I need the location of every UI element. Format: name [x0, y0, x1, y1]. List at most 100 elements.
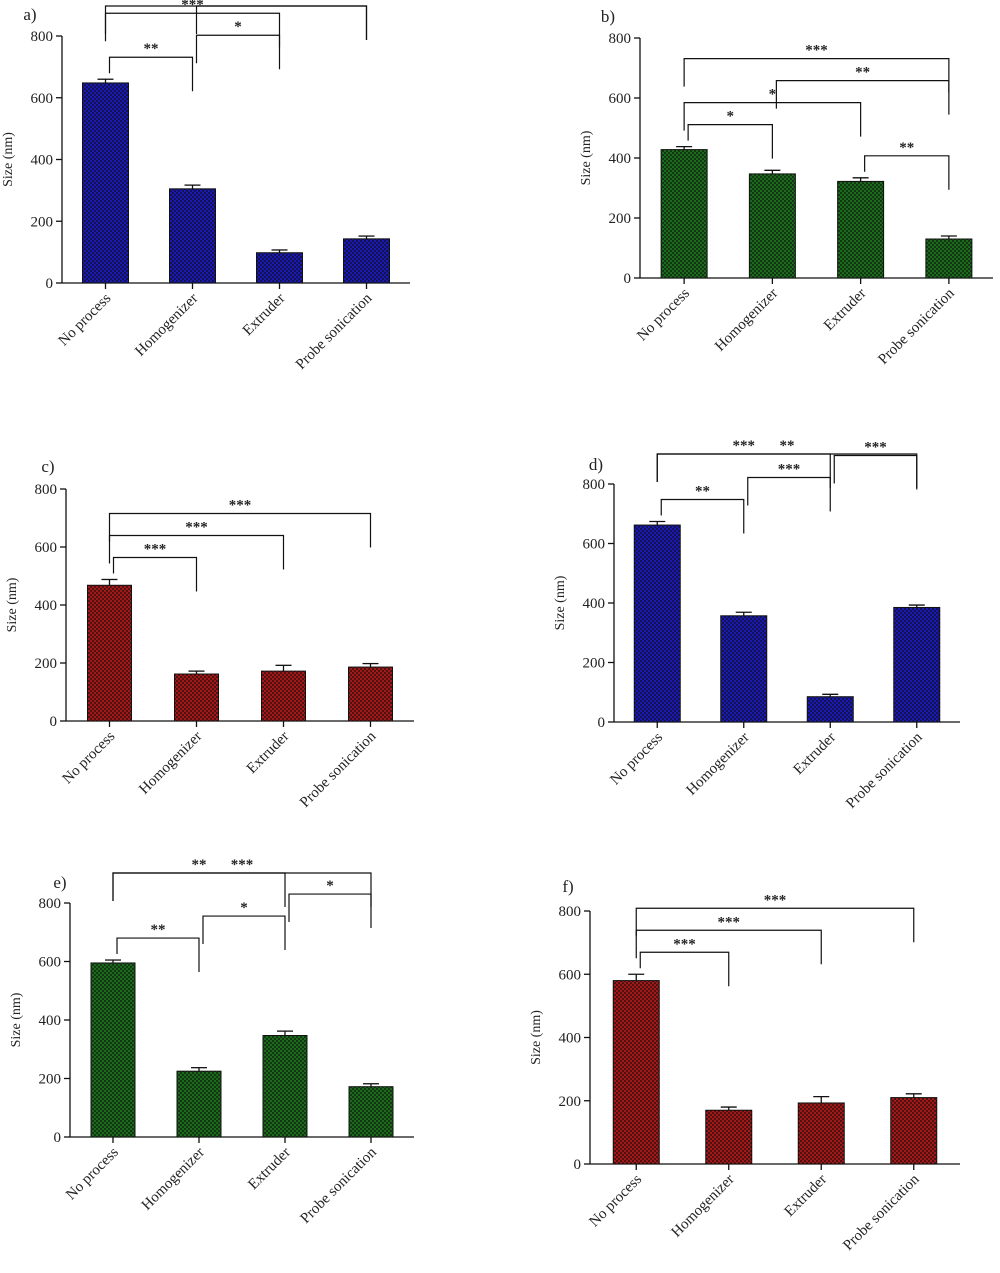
significance-label: *** [181, 0, 204, 13]
significance-bracket [112, 872, 372, 907]
bar [174, 673, 219, 722]
significance-bracket [864, 155, 950, 190]
x-tick-label: Probe sonication [875, 285, 958, 368]
y-tick-label: 400 [39, 1013, 62, 1029]
x-tick-label: Homogenizer [132, 291, 201, 360]
panel-label: e) [53, 873, 66, 892]
significance-bracket [687, 124, 773, 159]
x-tick-label: No process [634, 285, 693, 344]
significance-bracket [108, 512, 372, 548]
significance-label: *** [805, 43, 828, 59]
y-tick-label: 600 [31, 91, 54, 107]
significance-bracket [202, 915, 286, 951]
bar [720, 615, 768, 723]
x-tick-label: Homogenizer [684, 730, 753, 799]
bar [806, 696, 854, 723]
y-tick-label: 800 [39, 896, 62, 912]
bar [261, 670, 306, 722]
significance-label: *** [673, 936, 696, 952]
panel-label: c) [41, 457, 54, 476]
bar [797, 1102, 845, 1165]
y-tick-label: 600 [39, 955, 62, 971]
chart-panel-3: c) Size (nm) 0 200 400 600 800 No process Homoge… [5, 457, 414, 811]
y-tick-label: 0 [574, 1157, 582, 1173]
y-tick-label: 800 [559, 904, 582, 920]
y-tick-label: 600 [583, 537, 606, 553]
significance-bracket [683, 102, 862, 137]
y-axis-label: Size (nm) [579, 130, 594, 185]
x-tick-label: Extruder [240, 291, 288, 339]
y-tick-label: 800 [609, 31, 632, 47]
y-tick-label: 200 [583, 656, 606, 672]
bar [262, 1035, 308, 1138]
y-tick-label: 0 [598, 715, 606, 731]
significance-label: *** [864, 439, 887, 455]
significance-bracket [683, 58, 950, 93]
y-tick-label: 200 [35, 656, 58, 672]
significance-bracket [112, 872, 286, 907]
significance-label: *** [229, 497, 252, 513]
x-tick-label: No process [60, 728, 119, 787]
bar [925, 238, 973, 279]
x-tick-label: Homogenizer [669, 1172, 738, 1241]
y-tick-label: 600 [609, 91, 632, 107]
y-axis-label: Size (nm) [1, 132, 16, 187]
significance-label: *** [144, 541, 167, 557]
y-tick-label: 0 [50, 714, 58, 730]
significance-label: *** [718, 914, 741, 930]
x-tick-label: Probe sonication [297, 728, 380, 811]
y-tick-label: 0 [54, 1130, 62, 1146]
significance-bracket [288, 893, 372, 929]
y-tick-label: 200 [39, 1072, 62, 1088]
significance-label: ** [855, 65, 870, 81]
significance-bracket [104, 12, 281, 48]
x-tick-label: Extruder [782, 1172, 830, 1220]
y-tick-label: 0 [46, 276, 54, 292]
significance-label: *** [764, 892, 787, 908]
bar [343, 238, 390, 284]
bar [256, 252, 303, 284]
significance-bracket [639, 951, 730, 987]
x-tick-label: Extruder [791, 730, 839, 778]
y-tick-label: 800 [583, 477, 606, 493]
bar [169, 188, 216, 284]
y-tick-label: 600 [35, 540, 58, 556]
significance-bracket [656, 453, 831, 488]
significance-label: *** [185, 519, 208, 535]
y-tick-label: 400 [31, 153, 54, 169]
y-tick-label: 800 [35, 482, 58, 498]
significance-bracket [660, 498, 745, 534]
chart-panel-1: a) Size (nm) 0 200 400 600 800 No process Homoge… [1, 0, 410, 373]
y-axis-label: Size (nm) [9, 992, 24, 1047]
x-tick-label: Extruder [245, 1145, 293, 1193]
y-tick-label: 400 [583, 596, 606, 612]
panel-label: b) [601, 7, 615, 26]
y-axis-label: Size (nm) [529, 1010, 544, 1065]
significance-label: *** [225, 0, 248, 6]
significance-bracket [635, 907, 915, 943]
x-tick-label: Probe sonication [840, 1171, 923, 1254]
bar [837, 180, 885, 279]
y-axis-label: Size (nm) [553, 575, 568, 630]
significance-label: * [240, 900, 248, 916]
significance-label: *** [231, 857, 254, 873]
x-tick-label: Probe sonication [843, 729, 926, 812]
bar [90, 962, 136, 1138]
y-tick-label: 600 [559, 967, 582, 983]
bar [176, 1070, 222, 1138]
significance-bracket [116, 937, 200, 973]
significance-label: ** [192, 857, 207, 873]
bar [893, 606, 941, 723]
x-tick-label: Extruder [821, 286, 869, 334]
y-tick-label: 200 [31, 214, 54, 230]
significance-label: * [278, 0, 286, 6]
significance-label: *** [778, 461, 801, 477]
x-tick-label: Probe sonication [293, 290, 376, 373]
bar [748, 173, 796, 279]
bar [660, 149, 708, 279]
x-tick-label: Probe sonication [298, 1144, 381, 1227]
significance-label: * [769, 87, 777, 103]
x-tick-label: Extruder [244, 729, 292, 777]
x-tick-label: Homogenizer [712, 286, 781, 355]
